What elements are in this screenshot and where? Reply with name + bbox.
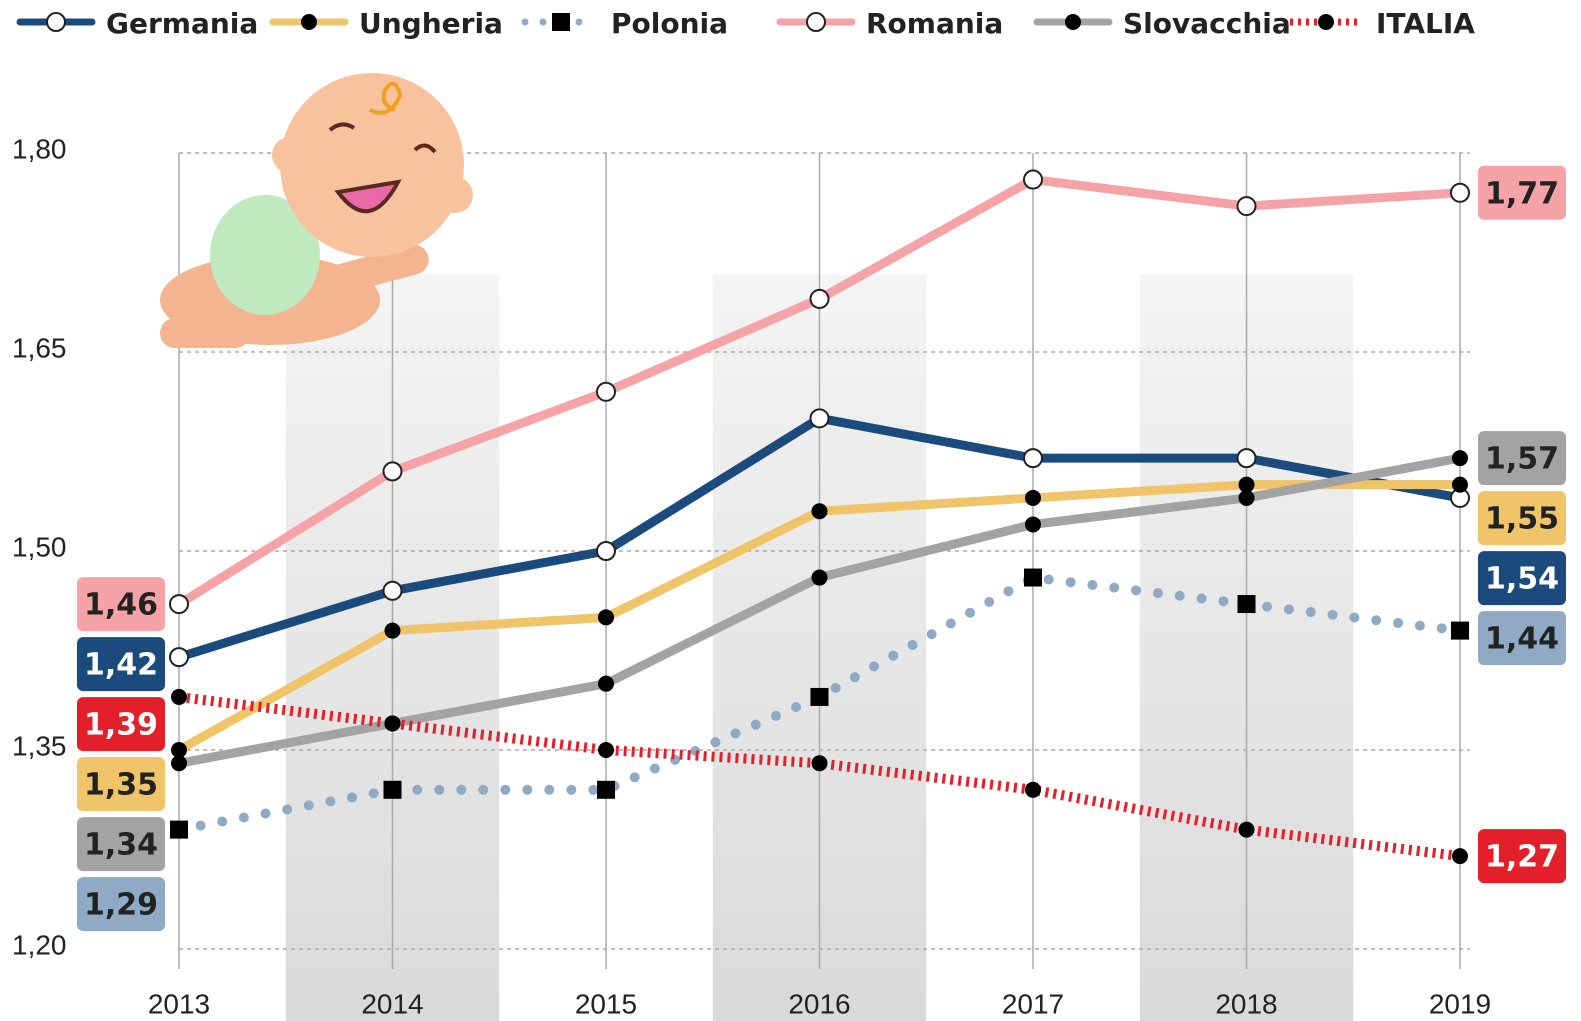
marker xyxy=(1025,489,1041,506)
value-label: 1,57 xyxy=(1485,442,1559,477)
y-tick-label: 1,20 xyxy=(12,929,67,960)
marker xyxy=(171,742,187,758)
marker xyxy=(596,541,616,561)
marker xyxy=(811,569,828,586)
marker xyxy=(170,820,188,839)
value-label-box xyxy=(1478,491,1566,546)
lines xyxy=(169,169,1470,865)
value-label-box xyxy=(77,757,165,812)
marker xyxy=(169,647,189,668)
legend-label: Ungheria xyxy=(359,7,503,40)
marker xyxy=(383,780,402,799)
marker xyxy=(382,461,403,482)
legend: Germania Ungheria Polonia Romania Slovacchia… xyxy=(16,7,1475,40)
value-label-box xyxy=(1478,165,1566,220)
x-tick-label: 2018 xyxy=(1215,988,1277,1019)
legend-label: ITALIA xyxy=(1376,7,1475,40)
marker xyxy=(1025,781,1041,798)
marker xyxy=(1452,476,1468,493)
value-label-box xyxy=(77,637,165,692)
marker xyxy=(382,580,403,601)
marker xyxy=(1238,821,1255,838)
marker xyxy=(1452,450,1468,467)
value-label: 1,42 xyxy=(84,648,158,683)
value-label-box xyxy=(77,877,165,932)
value-label: 1,29 xyxy=(84,888,158,923)
marker xyxy=(598,742,614,758)
grid xyxy=(178,152,1470,969)
legend-label: Romania xyxy=(866,7,1003,40)
marker xyxy=(1238,476,1255,493)
y-tick-label: 1,50 xyxy=(12,531,67,562)
value-label-box xyxy=(1478,431,1566,486)
marker xyxy=(1023,448,1043,469)
marker xyxy=(384,715,401,732)
marker xyxy=(301,14,317,30)
marker xyxy=(169,594,189,615)
marker xyxy=(598,609,614,626)
value-label: 1,27 xyxy=(1485,840,1559,875)
marker xyxy=(597,780,615,799)
value-label: 1,77 xyxy=(1485,176,1559,211)
marker xyxy=(1023,169,1043,190)
x-tick-label: 2014 xyxy=(361,988,423,1019)
value-label: 1,46 xyxy=(84,588,158,623)
value-label-box xyxy=(77,577,165,632)
value-label: 1,34 xyxy=(84,828,158,863)
marker xyxy=(1024,568,1042,587)
marker xyxy=(384,622,401,639)
marker xyxy=(598,675,614,692)
value-label: 1,35 xyxy=(84,768,158,803)
marker xyxy=(1065,14,1081,30)
marker xyxy=(1450,182,1470,203)
value-label-box xyxy=(1478,551,1566,606)
legend-label: Germania xyxy=(106,7,258,40)
marker xyxy=(806,12,826,32)
marker xyxy=(552,13,570,31)
marker xyxy=(809,408,830,429)
x-tick-label: 2019 xyxy=(1429,988,1491,1019)
value-label: 1,54 xyxy=(1485,562,1559,597)
x-tick-label: 2013 xyxy=(148,988,210,1019)
legend-label: Slovacchia xyxy=(1123,7,1291,40)
y-tick-label: 1,35 xyxy=(12,730,67,761)
value-label-box xyxy=(77,697,165,752)
marker xyxy=(1237,595,1256,614)
x-tick-label: 2017 xyxy=(1002,988,1064,1019)
marker xyxy=(1452,848,1468,865)
marker xyxy=(1238,489,1255,506)
x-tick-label: 2016 xyxy=(788,988,850,1019)
value-label: 1,55 xyxy=(1485,502,1559,537)
marker xyxy=(1236,196,1257,217)
value-label-box xyxy=(1478,829,1566,884)
baby-illustration xyxy=(160,73,473,348)
marker xyxy=(811,503,828,520)
value-label: 1,39 xyxy=(84,708,158,743)
marker xyxy=(171,688,187,705)
marker xyxy=(46,12,66,32)
marker xyxy=(171,755,187,772)
legend-label: Polonia xyxy=(611,7,728,40)
marker xyxy=(1025,516,1041,533)
x-tick-label: 2015 xyxy=(575,988,637,1019)
marker xyxy=(810,687,829,706)
marker xyxy=(809,288,830,309)
y-tick-label: 1,80 xyxy=(12,133,67,164)
marker xyxy=(596,381,616,402)
marker xyxy=(1451,621,1469,640)
value-label-box xyxy=(77,817,165,872)
y-tick-label: 1,65 xyxy=(12,332,67,363)
value-label: 1,44 xyxy=(1485,622,1559,657)
marker xyxy=(811,755,828,772)
marker xyxy=(1318,14,1334,30)
marker xyxy=(1236,448,1257,469)
value-label-box xyxy=(1478,611,1566,666)
